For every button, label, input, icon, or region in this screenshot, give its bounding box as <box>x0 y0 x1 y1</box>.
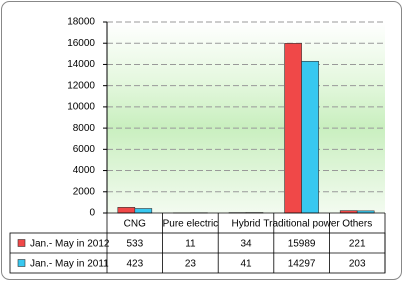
table-value: 41 <box>240 259 252 270</box>
x-tick-label: Others <box>342 219 372 230</box>
bar <box>134 208 153 214</box>
x-tick-label: Pure electric <box>163 219 219 230</box>
legend-swatch <box>17 239 26 247</box>
bar <box>117 207 136 214</box>
x-tick-label: CNG <box>124 219 146 230</box>
legend-label: Jan.- May in 2011 <box>30 259 109 270</box>
table-value: 14297 <box>288 259 316 270</box>
table-value: 23 <box>185 259 197 270</box>
table-value: 11 <box>185 239 196 250</box>
y-tick-label: 10000 <box>67 102 95 113</box>
y-tick-label: 4000 <box>73 165 96 176</box>
y-tick-label: 6000 <box>73 144 96 155</box>
legend-label: Jan.- May in 2012 <box>30 239 110 250</box>
x-tick-label: Hybrid <box>232 219 261 230</box>
bar <box>284 43 302 214</box>
y-tick-label: 8000 <box>73 123 96 134</box>
table-value: 221 <box>349 239 366 250</box>
table-value: 203 <box>349 259 366 270</box>
y-tick-label: 12000 <box>67 80 95 91</box>
table-value: 15989 <box>288 239 316 250</box>
y-tick-label: 14000 <box>67 59 95 70</box>
table-value: 533 <box>126 239 143 250</box>
legend-swatch <box>17 259 26 267</box>
table-value: 34 <box>240 239 252 250</box>
y-tick-label: 16000 <box>67 38 95 49</box>
plot-area <box>107 22 385 213</box>
y-tick-label: 18000 <box>67 17 95 28</box>
y-tick-label: 2000 <box>73 186 96 197</box>
y-tick-label: 0 <box>89 208 95 219</box>
table-value: 423 <box>126 259 143 270</box>
x-tick-label: Traditional power <box>263 219 340 230</box>
bar <box>301 60 319 214</box>
